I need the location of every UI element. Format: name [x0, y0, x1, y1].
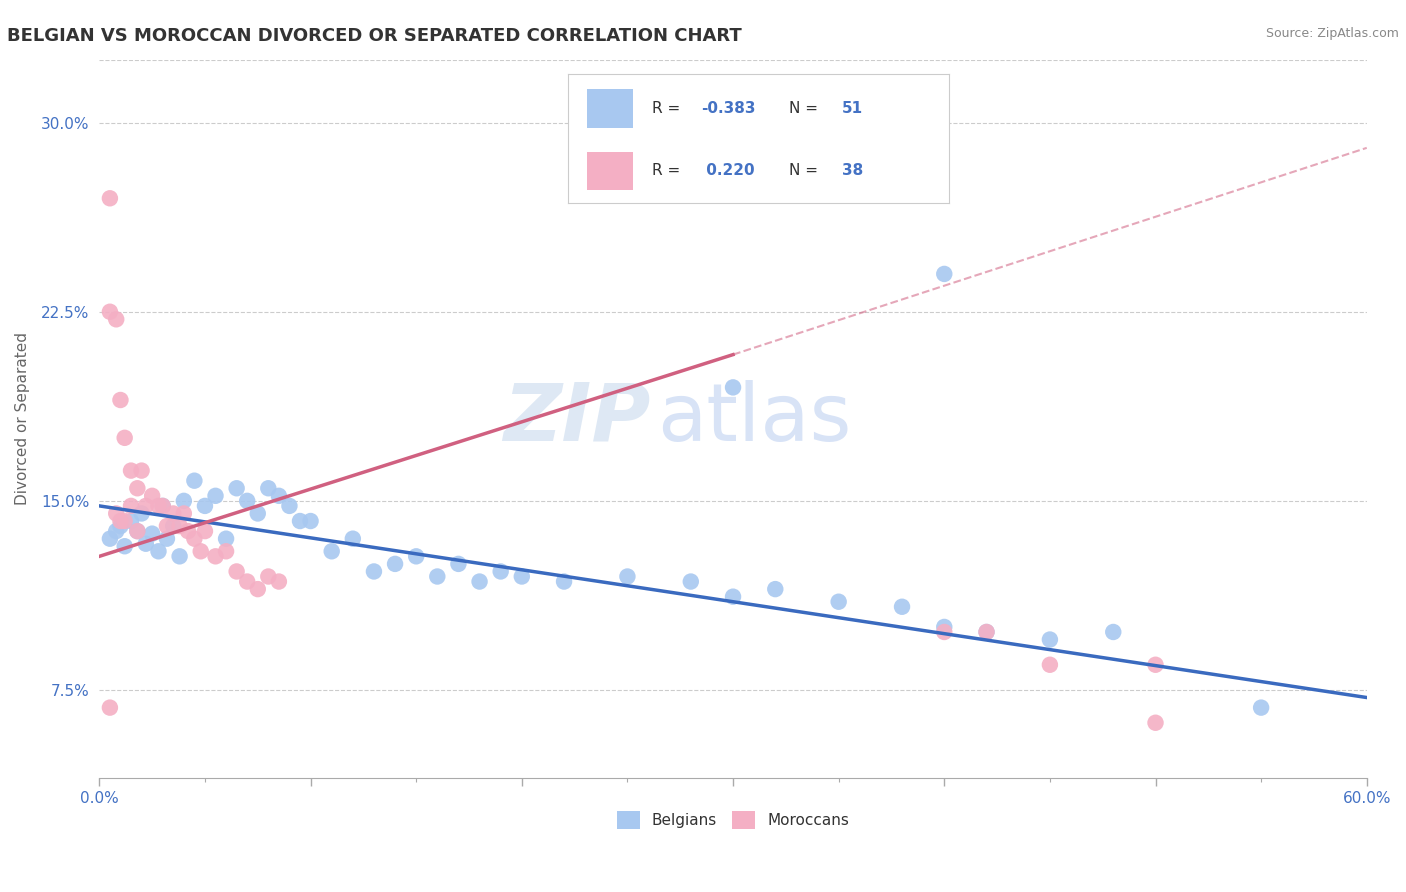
Point	[489, 565, 512, 579]
Point	[173, 507, 195, 521]
Y-axis label: Divorced or Separated: Divorced or Separated	[15, 333, 30, 506]
Point	[384, 557, 406, 571]
Point	[183, 474, 205, 488]
Point	[447, 557, 470, 571]
Point	[162, 507, 184, 521]
Point	[110, 392, 132, 407]
Point	[135, 537, 157, 551]
Point	[321, 544, 343, 558]
Point	[225, 565, 247, 579]
Point	[127, 481, 149, 495]
Point	[190, 544, 212, 558]
Point	[98, 191, 121, 205]
Point	[246, 582, 269, 596]
Point	[342, 532, 364, 546]
Point	[148, 544, 170, 558]
Point	[246, 507, 269, 521]
Point	[1102, 624, 1125, 639]
Point	[278, 499, 301, 513]
Point	[131, 507, 153, 521]
Point	[194, 524, 217, 538]
Point	[1144, 715, 1167, 730]
Point	[204, 489, 226, 503]
Point	[363, 565, 385, 579]
Point	[934, 624, 956, 639]
Point	[288, 514, 311, 528]
Point	[120, 499, 142, 513]
Point	[135, 499, 157, 513]
Point	[721, 590, 744, 604]
Point	[215, 544, 238, 558]
Point	[267, 489, 290, 503]
Point	[152, 499, 174, 513]
Point	[763, 582, 786, 596]
Point	[267, 574, 290, 589]
Point	[510, 569, 533, 583]
Point	[173, 494, 195, 508]
Point	[110, 514, 132, 528]
Point	[105, 312, 128, 326]
Point	[183, 532, 205, 546]
Point	[934, 620, 956, 634]
Point	[215, 532, 238, 546]
Legend: Belgians, Moroccans: Belgians, Moroccans	[610, 805, 855, 835]
Point	[976, 624, 998, 639]
Text: Source: ZipAtlas.com: Source: ZipAtlas.com	[1265, 27, 1399, 40]
Point	[468, 574, 491, 589]
Point	[204, 549, 226, 564]
Text: atlas: atlas	[657, 380, 852, 458]
Point	[114, 431, 136, 445]
Point	[162, 519, 184, 533]
Point	[976, 624, 998, 639]
Text: ZIP: ZIP	[503, 380, 651, 458]
Point	[127, 524, 149, 538]
Point	[169, 519, 191, 533]
Point	[426, 569, 449, 583]
Point	[105, 524, 128, 538]
Point	[616, 569, 638, 583]
Point	[257, 481, 280, 495]
Point	[141, 526, 163, 541]
Point	[98, 304, 121, 318]
Point	[934, 267, 956, 281]
Point	[152, 499, 174, 513]
Point	[105, 507, 128, 521]
Point	[120, 464, 142, 478]
Point	[156, 532, 179, 546]
Point	[98, 532, 121, 546]
Point	[194, 499, 217, 513]
Point	[114, 514, 136, 528]
Point	[1250, 700, 1272, 714]
Point	[114, 539, 136, 553]
Point	[177, 524, 200, 538]
Point	[721, 380, 744, 394]
Point	[110, 519, 132, 533]
Point	[225, 481, 247, 495]
Point	[98, 700, 121, 714]
Point	[120, 514, 142, 528]
Point	[299, 514, 322, 528]
Point	[405, 549, 427, 564]
Text: BELGIAN VS MOROCCAN DIVORCED OR SEPARATED CORRELATION CHART: BELGIAN VS MOROCCAN DIVORCED OR SEPARATE…	[7, 27, 742, 45]
Point	[169, 549, 191, 564]
Point	[1144, 657, 1167, 672]
Point	[891, 599, 914, 614]
Point	[148, 499, 170, 513]
Point	[141, 489, 163, 503]
Point	[236, 494, 259, 508]
Point	[553, 574, 575, 589]
Point	[131, 464, 153, 478]
Point	[1039, 632, 1062, 647]
Point	[236, 574, 259, 589]
Point	[827, 595, 849, 609]
Point	[1039, 657, 1062, 672]
Point	[257, 569, 280, 583]
Point	[156, 519, 179, 533]
Point	[127, 524, 149, 538]
Point	[679, 574, 702, 589]
